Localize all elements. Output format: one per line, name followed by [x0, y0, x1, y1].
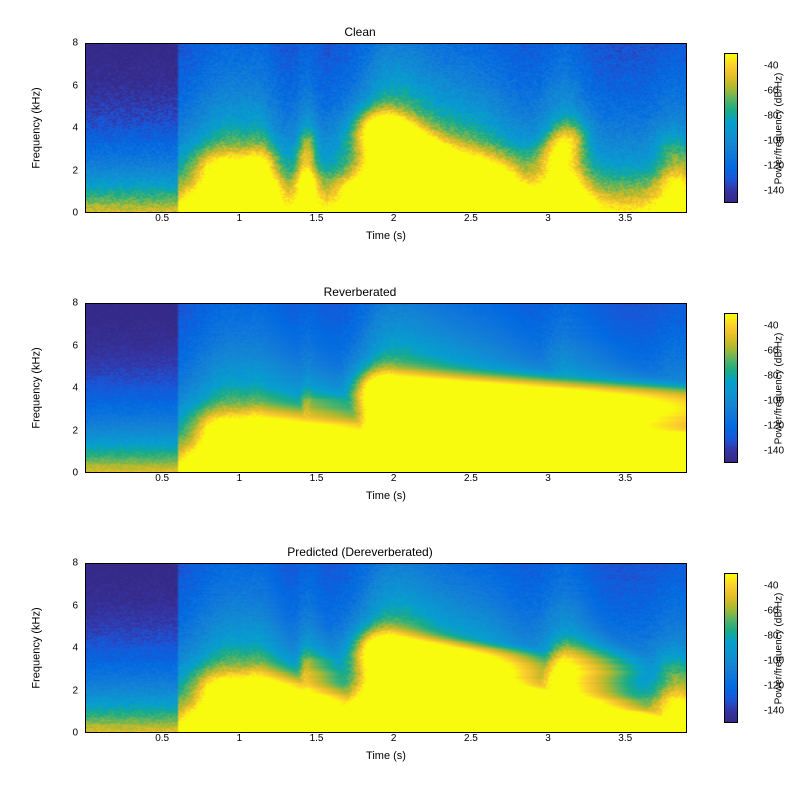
- colorbar-tick-label: -40: [764, 320, 788, 331]
- colorbar-tick-label: -80: [764, 630, 788, 641]
- x-tick-label: 1.5: [310, 733, 324, 744]
- y-tick-label: 8: [50, 298, 78, 309]
- y-tick-label: 8: [50, 558, 78, 569]
- x-tick-label: 2: [391, 733, 397, 744]
- spectrogram-image: [86, 44, 686, 212]
- colorbar-tick-label: -40: [764, 60, 788, 71]
- x-axis-label: Time (s): [85, 490, 687, 502]
- colorbar-tick-label: -60: [764, 345, 788, 356]
- x-tick-label: 1: [237, 473, 243, 484]
- y-tick-label: 0: [50, 468, 78, 479]
- x-axis-label: Time (s): [85, 750, 687, 762]
- x-tick-label: 1: [237, 213, 243, 224]
- colorbar-tick-label: -100: [764, 395, 788, 406]
- panel-title: Clean: [10, 25, 710, 39]
- spectrogram-panel: Reverberated Frequency (kHz) Time (s) 0 2 4 6 8…: [10, 285, 790, 525]
- y-tick-label: 0: [50, 728, 78, 739]
- spectrogram-image: [86, 304, 686, 472]
- x-tick-label: 1: [237, 733, 243, 744]
- y-ticks: 02468: [50, 43, 82, 213]
- panel-title: Predicted (Dereverberated): [10, 545, 710, 559]
- y-tick-label: 6: [50, 600, 78, 611]
- y-axis-label: Frequency (kHz): [30, 43, 44, 213]
- axes-area: [85, 563, 687, 733]
- colorbar-tick-label: -100: [764, 135, 788, 146]
- colorbar: [724, 573, 738, 723]
- x-tick-label: 2.5: [464, 733, 478, 744]
- colorbar-tick-label: -120: [764, 420, 788, 431]
- y-tick-label: 6: [50, 340, 78, 351]
- colorbar-label: Power/frequency (dB/Hz): [772, 313, 786, 463]
- colorbar-tick-label: -40: [764, 580, 788, 591]
- x-tick-label: 3: [545, 473, 551, 484]
- x-tick-label: 2: [391, 213, 397, 224]
- colorbar-label: Power/frequency (dB/Hz): [772, 573, 786, 723]
- x-tick-label: 3: [545, 213, 551, 224]
- colorbar-tick-label: -100: [764, 655, 788, 666]
- x-tick-label: 1.5: [310, 213, 324, 224]
- y-tick-label: 0: [50, 208, 78, 219]
- y-tick-label: 4: [50, 643, 78, 654]
- y-tick-label: 4: [50, 383, 78, 394]
- x-tick-label: 3.5: [618, 733, 632, 744]
- colorbar-ticks: -140-120-100-80-60-40: [738, 313, 764, 463]
- x-tick-label: 1.5: [310, 473, 324, 484]
- x-tick-label: 0.5: [155, 213, 169, 224]
- y-tick-label: 6: [50, 80, 78, 91]
- colorbar-tick-label: -80: [764, 110, 788, 121]
- y-axis-label: Frequency (kHz): [30, 303, 44, 473]
- x-tick-label: 3.5: [618, 473, 632, 484]
- axes-area: [85, 303, 687, 473]
- y-tick-label: 2: [50, 165, 78, 176]
- figure: Clean Frequency (kHz) Time (s) 0 2 4 6 8 0.5 1 1.5…: [0, 0, 800, 800]
- x-ticks: 0.5 1 1.5 2 2.5 3 3.5: [85, 213, 687, 227]
- colorbar-ticks: -140-120-100-80-60-40: [738, 53, 764, 203]
- y-tick-label: 2: [50, 425, 78, 436]
- colorbar-ticks: -140-120-100-80-60-40: [738, 573, 764, 723]
- colorbar-tick-label: -120: [764, 160, 788, 171]
- colorbar: [724, 53, 738, 203]
- x-tick-label: 0.5: [155, 733, 169, 744]
- x-tick-label: 3: [545, 733, 551, 744]
- colorbar-tick-label: -140: [764, 705, 788, 716]
- y-axis-label-text: Frequency (kHz): [31, 87, 43, 168]
- y-tick-label: 8: [50, 38, 78, 49]
- x-tick-label: 0.5: [155, 473, 169, 484]
- panel-title: Reverberated: [10, 285, 710, 299]
- colorbar-label: Power/frequency (dB/Hz): [772, 53, 786, 203]
- y-axis-label-text: Frequency (kHz): [31, 607, 43, 688]
- y-axis-label: Frequency (kHz): [30, 563, 44, 733]
- x-tick-label: 2: [391, 473, 397, 484]
- colorbar-tick-label: -140: [764, 445, 788, 456]
- x-ticks: 0.5 1 1.5 2 2.5 3 3.5: [85, 733, 687, 747]
- x-tick-label: 2.5: [464, 213, 478, 224]
- y-ticks: 02468: [50, 563, 82, 733]
- colorbar-tick-label: -120: [764, 680, 788, 691]
- colorbar-gradient: [725, 314, 737, 462]
- x-tick-label: 2.5: [464, 473, 478, 484]
- y-ticks: 02468: [50, 303, 82, 473]
- colorbar-gradient: [725, 574, 737, 722]
- spectrogram-panel: Clean Frequency (kHz) Time (s) 0 2 4 6 8 0.5 1 1.5…: [10, 25, 790, 265]
- x-tick-label: 3.5: [618, 213, 632, 224]
- axes-area: [85, 43, 687, 213]
- colorbar-tick-label: -80: [764, 370, 788, 381]
- y-tick-label: 4: [50, 123, 78, 134]
- colorbar-gradient: [725, 54, 737, 202]
- colorbar-tick-label: -60: [764, 85, 788, 96]
- x-axis-label: Time (s): [85, 230, 687, 242]
- spectrogram-image: [86, 564, 686, 732]
- x-ticks: 0.5 1 1.5 2 2.5 3 3.5: [85, 473, 687, 487]
- spectrogram-panel: Predicted (Dereverberated) Frequency (kHz…: [10, 545, 790, 785]
- colorbar-tick-label: -140: [764, 185, 788, 196]
- y-tick-label: 2: [50, 685, 78, 696]
- colorbar: [724, 313, 738, 463]
- colorbar-tick-label: -60: [764, 605, 788, 616]
- y-axis-label-text: Frequency (kHz): [31, 347, 43, 428]
